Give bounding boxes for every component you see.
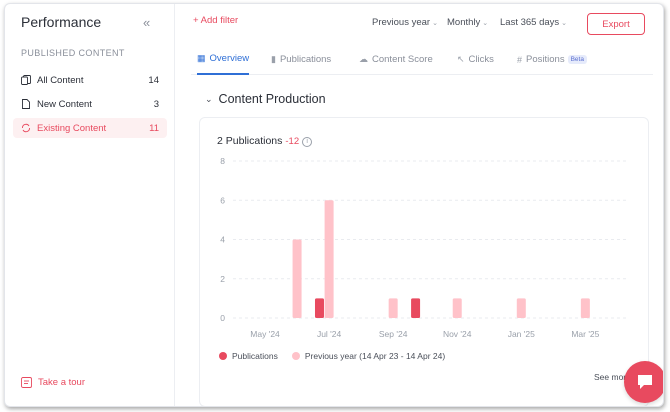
y-tick-label: 4: [220, 235, 225, 245]
sidebar-item-label: Existing Content: [37, 122, 107, 134]
chart-title: 2 Publications -12 i: [217, 135, 313, 147]
tab-bar: ▦ Overview ▮ Publications ☁ Content Scor…: [191, 44, 653, 75]
publications-delta: -12: [285, 136, 300, 147]
tab-publications[interactable]: ▮ Publications: [271, 44, 331, 75]
chat-icon: [638, 375, 652, 389]
collapse-sidebar-icon[interactable]: «: [143, 15, 151, 30]
x-tick-label: Jul '24: [317, 329, 342, 339]
legend-dot-previous-year: [291, 352, 300, 360]
tab-clicks[interactable]: ↖ Clicks: [457, 44, 494, 75]
previous-year-bar: [324, 200, 334, 318]
period-dropdown[interactable]: Previous year ⌄: [372, 17, 438, 28]
content-production-toggle[interactable]: ⌄ Content Production: [205, 92, 326, 106]
section-title: Content Production: [218, 92, 326, 106]
legend-dot-publications: [219, 352, 227, 360]
bar-chart-icon: ▮: [271, 54, 276, 64]
interval-value: Monthly: [447, 17, 481, 28]
x-tick-label: May '24: [250, 329, 280, 339]
chart-legend: Publications Previous year (14 Apr 23 - …: [219, 351, 445, 361]
cursor-icon: ↖: [457, 54, 465, 64]
x-tick-label: Nov '24: [443, 329, 472, 339]
info-icon[interactable]: i: [302, 137, 313, 147]
publications-bar: [411, 298, 421, 318]
y-tick-label: 0: [220, 313, 225, 323]
tab-content-score[interactable]: ☁ Content Score: [359, 44, 433, 75]
x-tick-label: Mar '25: [571, 329, 599, 339]
hash-icon: #: [517, 54, 523, 65]
y-tick-label: 6: [220, 195, 225, 205]
sidebar: Performance « PUBLISHED CONTENT All Cont…: [5, 4, 175, 406]
previous-year-bar: [388, 298, 398, 318]
legend-label-previous-year: Previous year (14 Apr 23 - 14 Apr 24): [304, 351, 446, 361]
sidebar-item-existing-content[interactable]: Existing Content 11: [13, 118, 167, 138]
grid-icon: ▦: [197, 53, 206, 63]
refresh-icon: [22, 123, 30, 133]
chevron-down-icon: ⌄: [561, 20, 568, 27]
chevron-down-icon: ⌄: [205, 93, 213, 104]
y-tick-label: 2: [220, 274, 225, 284]
chevron-down-icon: ⌄: [432, 20, 438, 27]
documents-icon: [21, 75, 31, 85]
date-range-value: Last 365 days: [500, 17, 560, 28]
period-value: Previous year: [372, 17, 431, 28]
previous-year-bar: [292, 239, 302, 318]
previous-year-bar: [580, 298, 590, 318]
app-window: Performance « PUBLISHED CONTENT All Cont…: [4, 3, 664, 407]
sidebar-item-all-content[interactable]: All Content 14: [13, 70, 167, 90]
publications-bar: [314, 298, 324, 318]
sidebar-item-count: 14: [148, 74, 159, 86]
y-tick-label: 8: [220, 156, 225, 166]
export-button[interactable]: Export: [587, 13, 645, 35]
x-tick-label: Sep '24: [379, 329, 408, 339]
x-tick-label: Jan '25: [508, 329, 535, 339]
interval-dropdown[interactable]: Monthly ⌄: [447, 17, 488, 28]
take-a-tour-label: Take a tour: [38, 377, 85, 388]
beta-badge: Beta: [567, 55, 587, 64]
sidebar-item-count: 11: [149, 122, 159, 134]
chat-button[interactable]: [624, 361, 663, 403]
previous-year-bar: [452, 298, 462, 318]
add-filter-button[interactable]: + Add filter: [193, 15, 239, 26]
tour-icon: [21, 377, 32, 388]
tab-overview[interactable]: ▦ Overview: [197, 44, 250, 75]
sidebar-section-label: PUBLISHED CONTENT: [21, 48, 125, 58]
tab-label: Overview: [209, 53, 250, 64]
sidebar-item-new-content[interactable]: New Content 3: [13, 94, 167, 114]
tab-label: Publications: [279, 54, 332, 65]
sidebar-item-count: 3: [153, 98, 159, 110]
cloud-icon: ☁: [359, 54, 368, 64]
date-range-dropdown[interactable]: Last 365 days ⌄: [500, 17, 567, 28]
publications-chart: 0 2 4 6 8 May '24 Jul '24 Sep '24 Nov '24 Jan '25…: [220, 156, 627, 339]
sidebar-title: Performance: [21, 14, 102, 30]
chevron-down-icon: ⌄: [482, 20, 489, 27]
tab-label: Positions: [526, 54, 565, 65]
sidebar-item-label: All Content: [37, 74, 84, 86]
sidebar-item-label: New Content: [37, 98, 92, 110]
previous-year-bar: [516, 298, 526, 318]
document-icon: [22, 99, 30, 109]
tab-label: Clicks: [468, 54, 494, 65]
see-more-link[interactable]: See more: [594, 372, 631, 382]
legend-label-publications: Publications: [232, 351, 278, 361]
chart-card: [199, 117, 649, 406]
take-a-tour-link[interactable]: Take a tour: [21, 377, 85, 388]
tab-label: Content Score: [372, 54, 433, 65]
tab-positions[interactable]: # Positions Beta: [517, 44, 587, 75]
publications-total: 2 Publications: [217, 135, 283, 147]
